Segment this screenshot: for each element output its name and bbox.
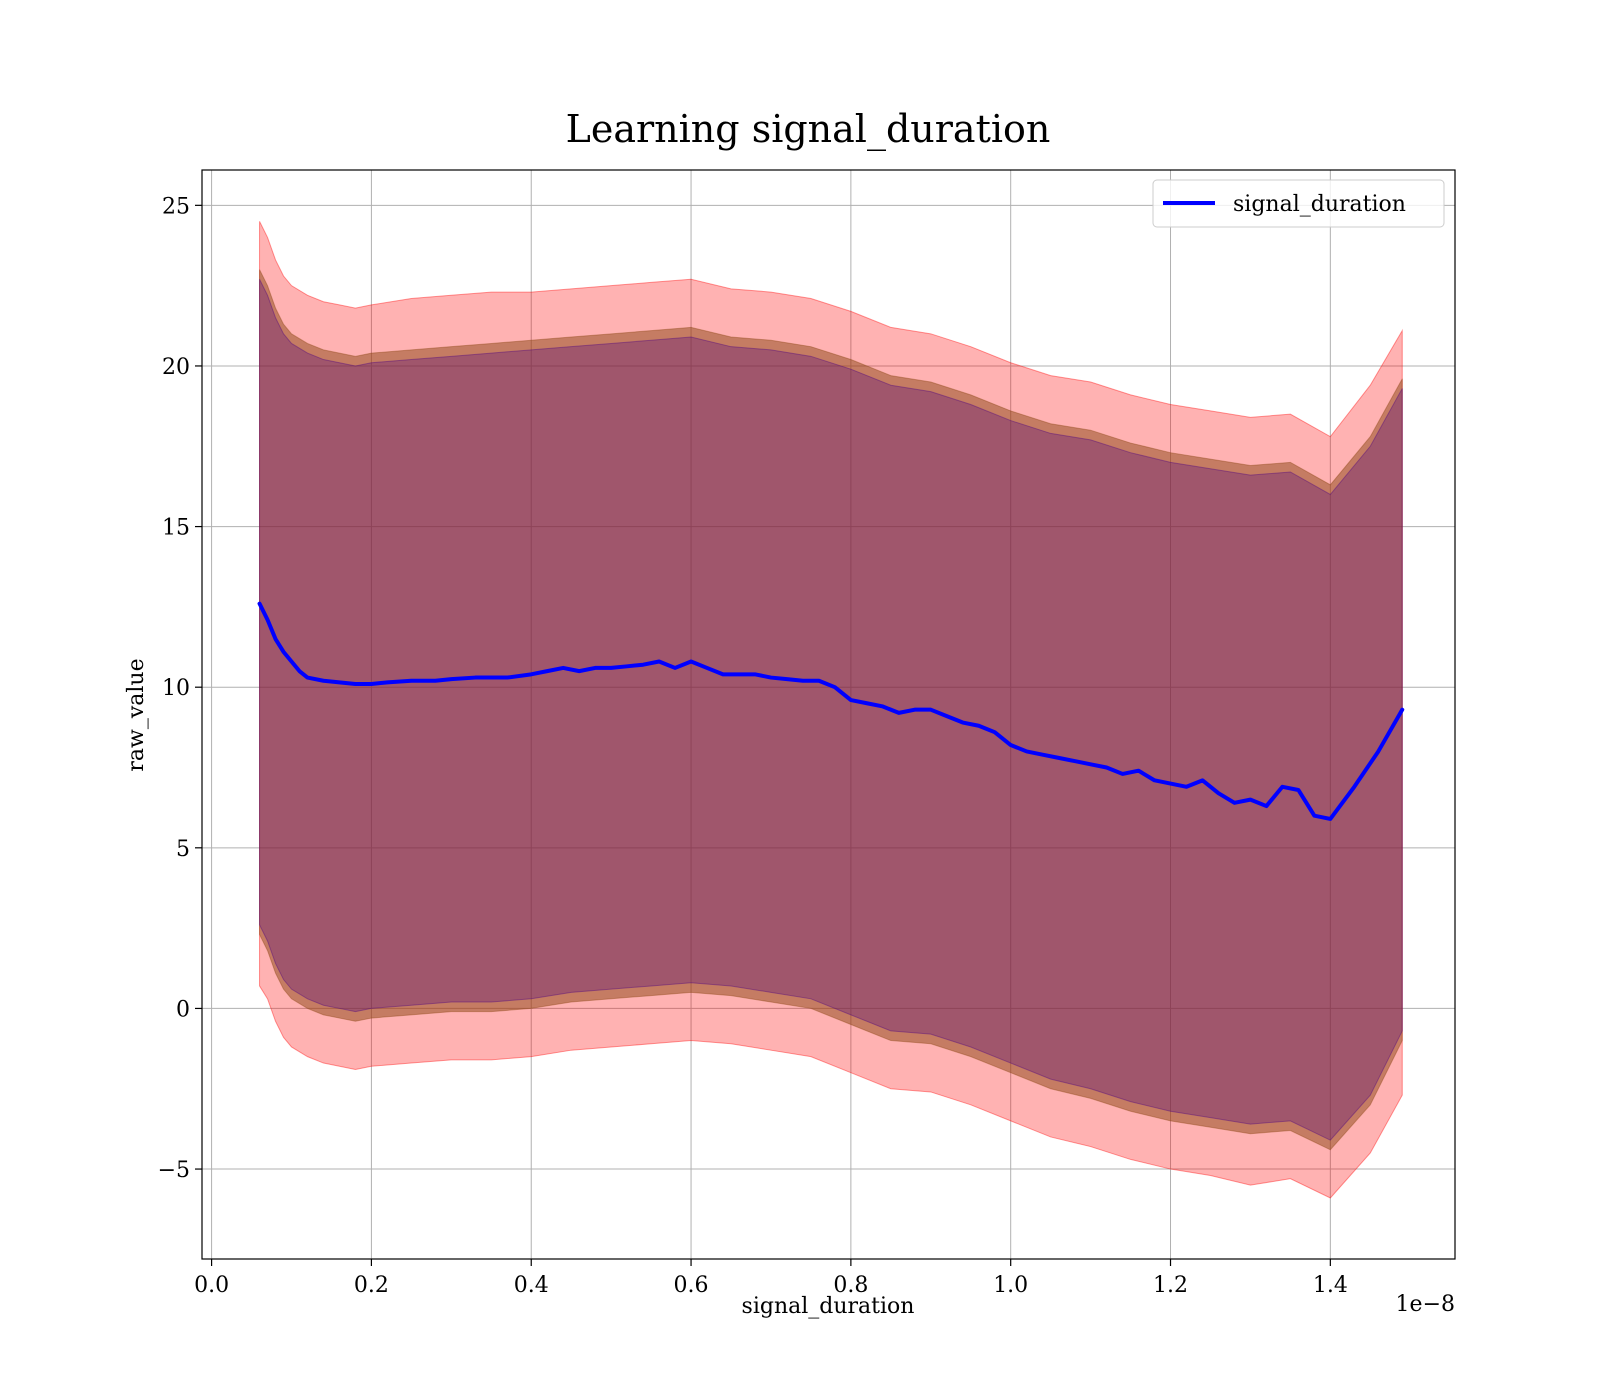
y-tick-label: 10 <box>162 676 190 701</box>
y-tick-label: −5 <box>158 1158 190 1183</box>
x-tick-label: 0.6 <box>674 1273 709 1298</box>
x-tick-label: 0.8 <box>833 1273 868 1298</box>
x-tick-label: 1.0 <box>993 1273 1028 1298</box>
plot-frame <box>201 169 1456 1260</box>
y-tick-label: 0 <box>176 997 190 1022</box>
y-axis-label: raw_value <box>124 658 149 771</box>
y-tick-label: 15 <box>162 516 190 541</box>
band-inner-band <box>259 278 1403 1141</box>
legend-frame <box>1152 179 1445 228</box>
y-tick-label: 25 <box>162 194 190 219</box>
chart-title: Learning signal_duration <box>566 107 1051 152</box>
x-axis-offset-text: 1e−8 <box>1396 1292 1455 1317</box>
y-tick-label: 5 <box>176 837 190 862</box>
band-middle-band <box>259 269 1403 1151</box>
x-tick-label: 0.2 <box>354 1273 389 1298</box>
legend: signal_duration <box>1152 179 1445 228</box>
legend-label: signal_duration <box>1233 192 1406 217</box>
x-tick-label: 0.0 <box>194 1273 229 1298</box>
x-tick-label: 1.4 <box>1313 1273 1348 1298</box>
plot-area: 0.0 0.2 0.4 0.6 0.8 1.0 1.2 1.4 −5 0 5 10 15 20 25 <box>158 169 1456 1298</box>
x-tick-label: 0.4 <box>514 1273 549 1298</box>
y-tick-label: 20 <box>162 355 190 380</box>
series-line <box>257 601 1405 821</box>
x-tick-label: 1.2 <box>1153 1273 1188 1298</box>
x-axis-label: signal_duration <box>742 1294 915 1319</box>
